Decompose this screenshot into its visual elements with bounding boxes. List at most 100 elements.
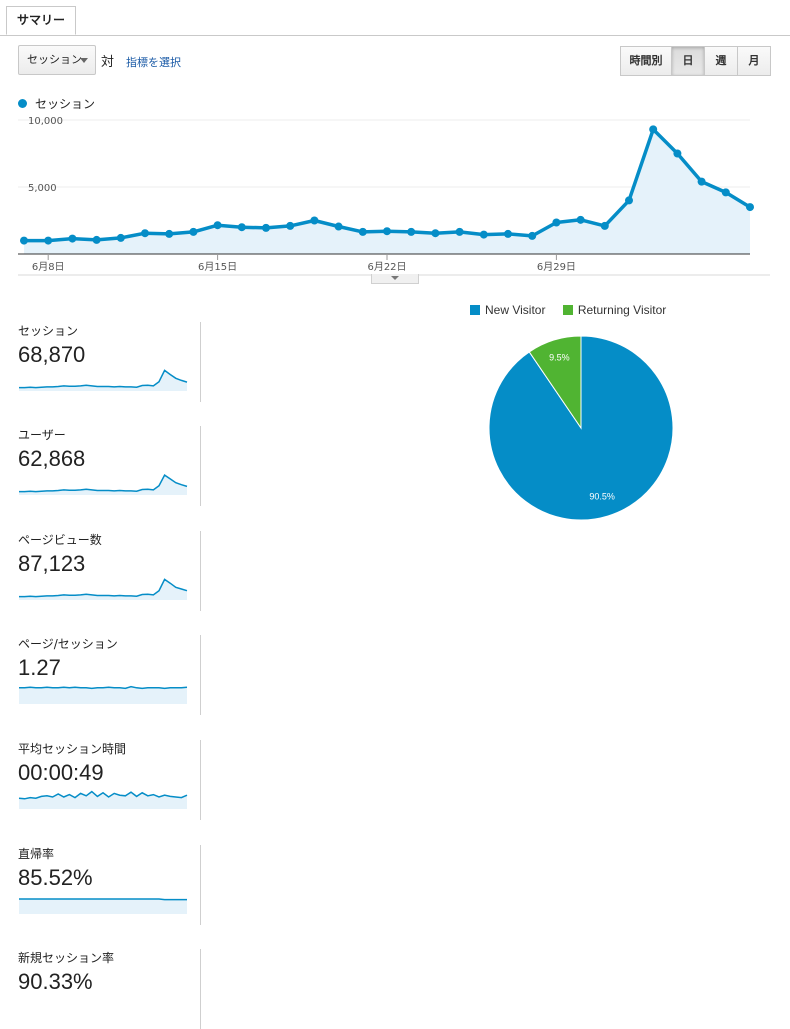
data-point	[383, 227, 391, 236]
data-point	[576, 215, 585, 224]
x-tick-label: 6月15日	[198, 261, 237, 273]
chart-legend: セッション	[18, 95, 95, 112]
data-point	[141, 229, 149, 238]
data-point	[479, 230, 488, 239]
data-point	[262, 223, 270, 232]
metric-value: 00:00:49	[18, 760, 104, 785]
metric-sparkline	[18, 790, 188, 809]
sparkline-line	[19, 898, 187, 901]
metric-sparkline	[19, 369, 188, 391]
metric-label: 新規セッション率	[18, 951, 115, 965]
metric-card[interactable]: ページ/セッション 1.27	[18, 635, 201, 715]
sparkline-area	[19, 475, 187, 495]
data-point	[746, 203, 754, 212]
data-point	[189, 227, 198, 236]
data-point	[721, 188, 730, 197]
pie-legend-new: New Visitor	[485, 303, 546, 317]
select-metric-link[interactable]: 指標を選択	[126, 56, 181, 69]
metric-card[interactable]: 新規セッション率 90.33%	[18, 949, 201, 1029]
metric-card[interactable]: ページビュー数 87,123	[18, 531, 201, 611]
metric-value: 87,123	[18, 551, 86, 576]
data-point	[407, 227, 416, 236]
metric-sparkline	[19, 685, 188, 704]
metric-sparkline	[19, 898, 187, 914]
metric-sparkline	[19, 578, 188, 600]
sessions-line-chart: 10,000 5,000 6月8日 6月15日 6月22日 6月29日	[18, 116, 770, 276]
visitor-pie-chart: 90.5% 9.5%	[488, 335, 674, 521]
pie-slice-label: 90.5%	[589, 492, 615, 502]
chevron-down-icon	[80, 58, 88, 63]
tab-summary[interactable]: サマリー	[6, 6, 76, 35]
data-point	[625, 196, 633, 205]
data-point	[92, 235, 101, 244]
pie-legend-returning: Returning Visitor	[577, 303, 667, 317]
data-point	[649, 125, 658, 134]
data-point	[20, 236, 28, 245]
metric-label: ページ/セッション	[18, 637, 118, 651]
metric-label: ユーザー	[18, 428, 66, 442]
data-point	[431, 229, 440, 238]
x-tick-label: 6月22日	[367, 261, 406, 273]
period-week-button[interactable]: 週	[704, 46, 738, 76]
x-tick-label: 6月29日	[537, 261, 576, 273]
metric-value: 90.33%	[18, 969, 93, 994]
tab-bar: サマリー	[0, 0, 790, 36]
x-tick-label: 6月8日	[32, 261, 65, 273]
metric-card[interactable]: 平均セッション時間 00:00:49	[18, 740, 201, 820]
chart-collapse-toggle[interactable]	[371, 274, 419, 284]
data-point	[673, 149, 682, 158]
data-point	[44, 236, 53, 245]
sparkline-line	[19, 578, 188, 598]
metric-value: 1.27	[18, 655, 61, 680]
data-point	[286, 221, 295, 230]
metric-label: ページビュー数	[18, 533, 102, 547]
sparkline-area	[19, 370, 187, 391]
metric-select[interactable]: セッション	[18, 45, 96, 75]
data-point	[697, 177, 706, 186]
data-point	[213, 221, 222, 230]
data-point	[504, 229, 512, 238]
returning-visitor-swatch	[562, 305, 573, 315]
metric-label: 平均セッション時間	[18, 742, 127, 756]
new-visitor-swatch	[470, 305, 480, 315]
metric-label: セッション	[18, 324, 79, 338]
pie-legend: New Visitor Returning Visitor	[470, 303, 666, 317]
data-point	[237, 223, 246, 232]
sparkline-area	[19, 686, 187, 704]
data-point	[528, 231, 537, 240]
sparkline-line	[19, 474, 188, 493]
sparkline-line	[18, 790, 188, 800]
data-point	[455, 227, 464, 236]
sparkline-line	[19, 685, 188, 690]
pie-slice-label: 9.5%	[549, 353, 570, 363]
sparkline-line	[19, 369, 188, 389]
data-point	[334, 222, 343, 231]
vs-label: 対	[101, 55, 115, 70]
period-month-button[interactable]: 月	[737, 46, 771, 76]
metric-value: 68,870	[18, 342, 86, 367]
metric-select-label: セッション	[27, 53, 82, 66]
legend-series-label: セッション	[35, 97, 96, 111]
period-day-button[interactable]: 日	[671, 46, 705, 76]
data-point	[310, 216, 319, 225]
data-point	[68, 234, 77, 243]
sparkline-area	[19, 579, 187, 600]
series-dot-icon	[18, 99, 27, 108]
data-point	[116, 233, 125, 242]
caret-down-icon	[391, 276, 399, 280]
y-tick-label: 5,000	[28, 183, 57, 194]
metric-value: 62,868	[18, 446, 86, 471]
metric-label: 直帰率	[18, 847, 55, 861]
metric-sparkline	[19, 474, 188, 495]
period-hourly-button[interactable]: 時間別	[620, 46, 672, 76]
metric-card[interactable]: 直帰率 85.52%	[18, 845, 201, 925]
data-point	[600, 221, 609, 230]
metric-value: 85.52%	[18, 865, 93, 890]
data-point	[552, 218, 561, 227]
metric-card[interactable]: セッション 68,870	[18, 322, 201, 402]
y-tick-label: 10,000	[28, 116, 63, 127]
pie-slice-returning-visitor	[528, 335, 582, 430]
metric-card[interactable]: ユーザー 62,868	[18, 426, 201, 506]
sparkline-area	[19, 899, 187, 914]
data-point	[358, 227, 367, 236]
